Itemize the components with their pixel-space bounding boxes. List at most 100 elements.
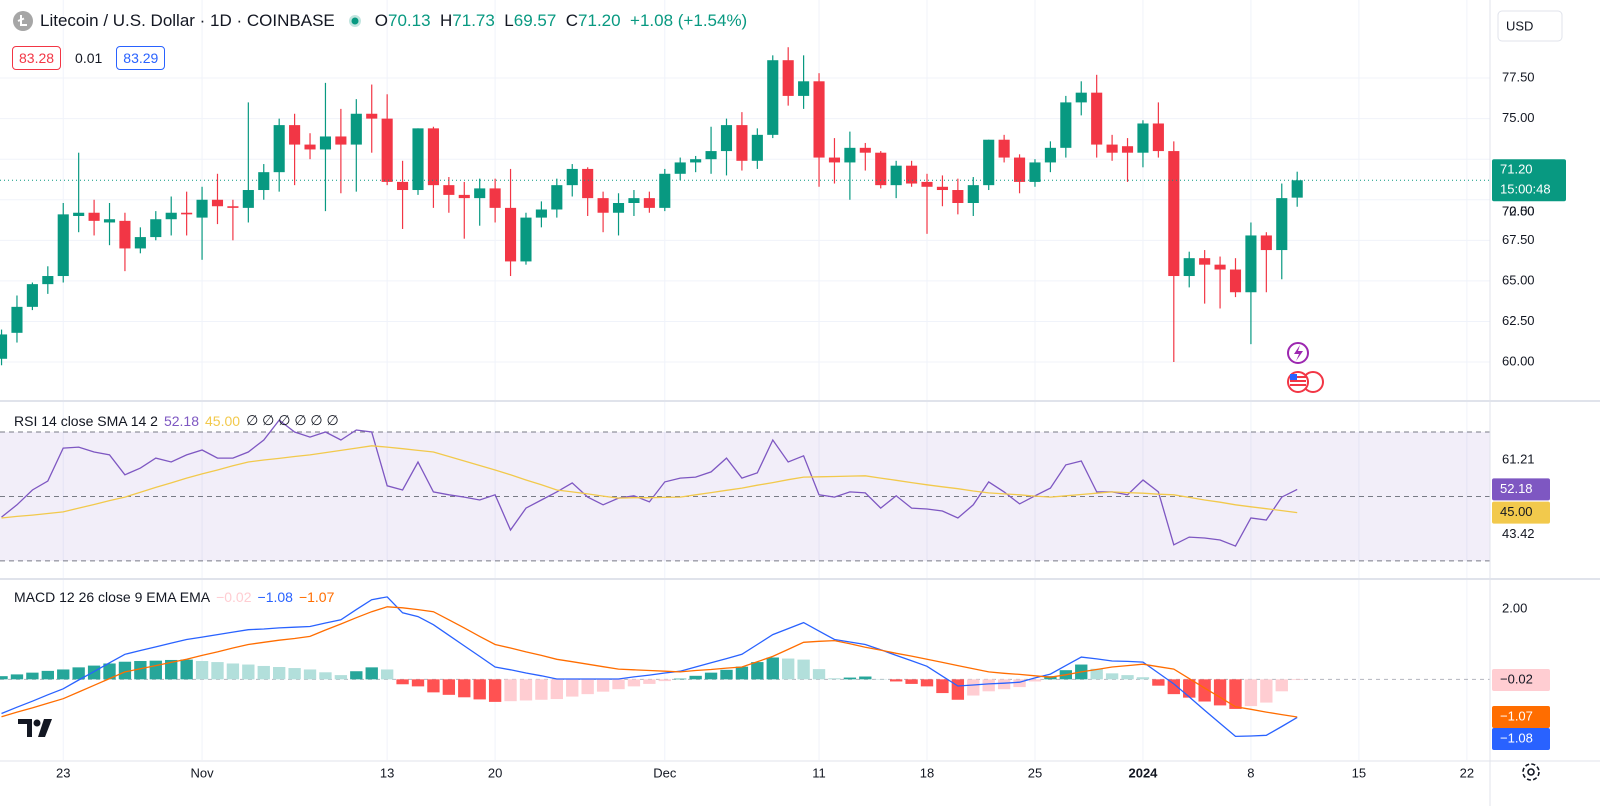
candle-body xyxy=(1044,147,1056,163)
candle-body xyxy=(42,276,54,285)
candle-body xyxy=(751,134,763,161)
x-tick-label: 23 xyxy=(56,765,70,780)
histogram-bar xyxy=(26,672,39,680)
candle-body xyxy=(1199,258,1211,265)
histogram-bar xyxy=(889,679,903,682)
candle-body xyxy=(767,60,779,135)
x-tick-label: 8 xyxy=(1247,765,1254,780)
x-tick-label: Dec xyxy=(653,765,677,780)
candle-body xyxy=(397,181,409,191)
candle-body xyxy=(366,113,378,119)
indicator-title: MACD 12 26 close 9 EMA EMA xyxy=(14,589,211,605)
value-label: 15:00:48 xyxy=(1500,182,1551,197)
candle-body xyxy=(1152,123,1164,152)
x-tick-label: 20 xyxy=(488,765,502,780)
histogram-bar xyxy=(720,669,733,680)
candle-body xyxy=(26,284,38,307)
histogram-bar xyxy=(550,679,563,700)
histogram-bar xyxy=(288,668,301,680)
histogram-bar xyxy=(566,679,579,697)
candle-body xyxy=(319,136,332,150)
histogram-bar xyxy=(1013,679,1026,688)
candle-body xyxy=(474,188,486,199)
symbol-title: Litecoin / U.S. Dollar · 1D · COINBASE xyxy=(40,11,335,30)
candle-body xyxy=(0,334,8,359)
candle-body xyxy=(1121,146,1134,153)
histogram-bar xyxy=(473,679,486,700)
value-label-box xyxy=(1492,159,1566,202)
value-label-box xyxy=(1492,706,1550,729)
candle-body xyxy=(612,203,625,213)
candle-body xyxy=(119,220,131,249)
histogram-bar xyxy=(859,676,872,680)
value-label: −1.08 xyxy=(1500,730,1533,745)
histogram-bar xyxy=(1198,679,1211,702)
histogram-bar xyxy=(581,679,594,695)
candle-body xyxy=(690,159,702,163)
candle-body xyxy=(859,147,871,153)
histogram-bar xyxy=(1167,679,1180,695)
settings-icon[interactable] xyxy=(1522,763,1540,781)
histogram-bar xyxy=(627,679,641,687)
candle-body xyxy=(813,81,825,158)
histogram-bar xyxy=(612,679,625,690)
histogram-bar xyxy=(458,679,471,698)
ohlc-value: 71.20 xyxy=(578,11,621,30)
ask[interactable]: 83.29 xyxy=(116,46,166,70)
histogram-bar xyxy=(1105,673,1119,680)
candle-body xyxy=(443,185,455,195)
y-tick-label: 77.50 xyxy=(1502,69,1535,84)
ohlc-key: C xyxy=(565,11,579,30)
x-tick-label: 15 xyxy=(1352,765,1366,780)
histogram-bar xyxy=(180,659,193,680)
ohlc-value: 70.13 xyxy=(388,11,431,30)
histogram-bar xyxy=(704,672,718,680)
histogram-bar xyxy=(41,670,54,680)
candle-body xyxy=(11,306,23,333)
candle-body xyxy=(150,219,162,238)
candle-body xyxy=(1060,102,1072,148)
legend-value: −1.07 xyxy=(298,589,335,605)
candle-body xyxy=(427,128,439,186)
candle-body xyxy=(1214,264,1226,270)
candle-body xyxy=(489,188,501,208)
candle-body xyxy=(304,144,316,150)
candle-body xyxy=(936,186,948,191)
candle-body xyxy=(350,113,362,145)
candle-body xyxy=(1260,235,1272,251)
histogram-bar xyxy=(365,667,378,680)
candle-body xyxy=(720,125,733,152)
histogram-bar xyxy=(226,663,240,680)
candle-body xyxy=(196,199,208,218)
histogram-bar xyxy=(303,669,317,680)
candle-body xyxy=(504,207,517,262)
candle-body xyxy=(211,199,224,207)
y-tick-label: 67.50 xyxy=(1502,232,1535,247)
histogram-bar xyxy=(195,661,209,680)
value-label: 52.18 xyxy=(1500,481,1533,496)
histogram-bar xyxy=(57,669,70,680)
coin-logo xyxy=(13,11,33,31)
logo-part xyxy=(33,719,41,727)
histogram-bar xyxy=(319,672,332,680)
flag-canton xyxy=(1290,374,1297,380)
histogram-bar xyxy=(442,679,456,695)
candle-body xyxy=(597,198,609,213)
candle-body xyxy=(906,165,918,184)
candle-body xyxy=(551,185,563,210)
candle-body xyxy=(844,147,856,163)
value-label: −1.07 xyxy=(1500,708,1533,723)
histogram-bar xyxy=(843,677,857,680)
ohlc-key: H xyxy=(440,11,453,30)
series-line xyxy=(1,606,1298,718)
bid[interactable]: 83.28 xyxy=(12,46,62,70)
gear-center xyxy=(1527,768,1535,776)
currency-button[interactable] xyxy=(1497,10,1563,42)
logo-part xyxy=(18,719,32,737)
histogram-bar xyxy=(1090,668,1103,680)
histogram-bar xyxy=(997,679,1011,690)
histogram-bar xyxy=(905,679,918,684)
x-tick-label: 22 xyxy=(1460,765,1474,780)
ohlc-key: O xyxy=(374,11,388,30)
